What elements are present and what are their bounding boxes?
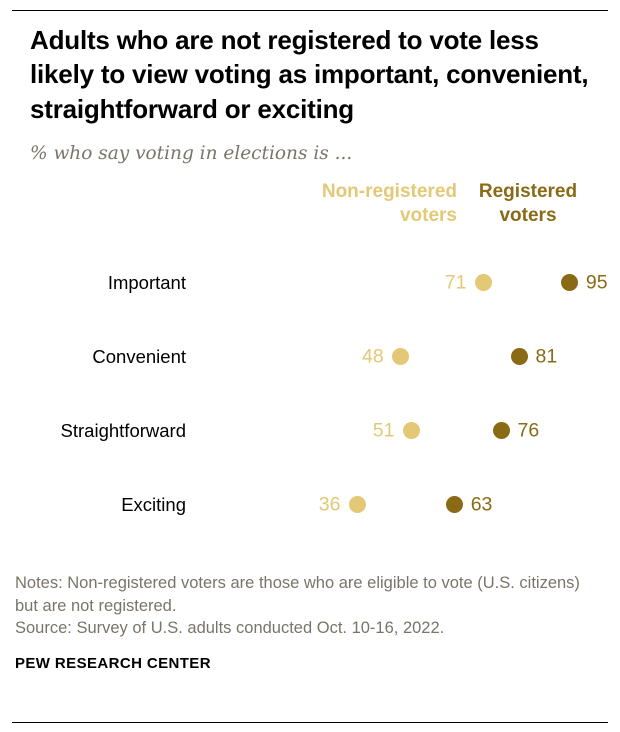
registered-value: 76: [517, 419, 540, 442]
nonregistered-value: 36: [318, 493, 341, 516]
notes-text: Notes: Non-registered voters are those w…: [15, 573, 580, 615]
chart-row: Straightforward 51 76: [0, 394, 620, 468]
legend-registered-label: Registered voters: [478, 180, 578, 227]
legend-nonregistered-label: Non-registered voters: [321, 180, 457, 227]
chart-title: Adults who are not registered to vote le…: [30, 25, 589, 124]
nonregistered-dot: [348, 496, 366, 514]
nonregistered-value: 48: [361, 345, 384, 368]
top-rule: [12, 10, 608, 11]
nonregistered-dot: [402, 422, 420, 440]
registered-value: 63: [470, 493, 493, 516]
category-label: Convenient: [92, 345, 186, 367]
nonregistered-dot: [474, 274, 492, 292]
category-label: Straightforward: [60, 419, 186, 441]
chart-subtitle: % who say voting in elections is ...: [30, 142, 353, 164]
category-label: Exciting: [121, 493, 186, 515]
bottom-rule: [12, 722, 608, 723]
brand-text: PEW RESEARCH CENTER: [15, 655, 211, 673]
category-label: Important: [107, 271, 186, 293]
source-text: Source: Survey of U.S. adults conducted …: [15, 619, 445, 638]
registered-value: 81: [535, 345, 558, 368]
chart-row: Important 71 95: [0, 246, 620, 320]
nonregistered-dot: [391, 348, 409, 366]
registered-dot: [445, 496, 463, 514]
nonregistered-value: 51: [372, 419, 395, 442]
dot-plot: Non-registered voters Registered voters …: [0, 180, 620, 550]
registered-dot: [492, 422, 510, 440]
chart-header: Adults who are not registered to vote le…: [0, 0, 620, 164]
legend-registered: Registered voters: [478, 180, 578, 232]
chart-footer: Notes: Non-registered voters are those w…: [0, 550, 620, 672]
legend-nonregistered: Non-registered voters: [277, 180, 457, 232]
chart-row: Exciting 36 63: [0, 468, 620, 542]
registered-dot: [560, 274, 578, 292]
chart-rows: Important 71 95 Convenient 48 81 Straightforwa…: [0, 246, 620, 542]
chart-row: Convenient 48 81: [0, 320, 620, 394]
registered-value: 95: [585, 271, 608, 294]
nonregistered-value: 71: [444, 271, 467, 294]
registered-dot: [510, 348, 528, 366]
